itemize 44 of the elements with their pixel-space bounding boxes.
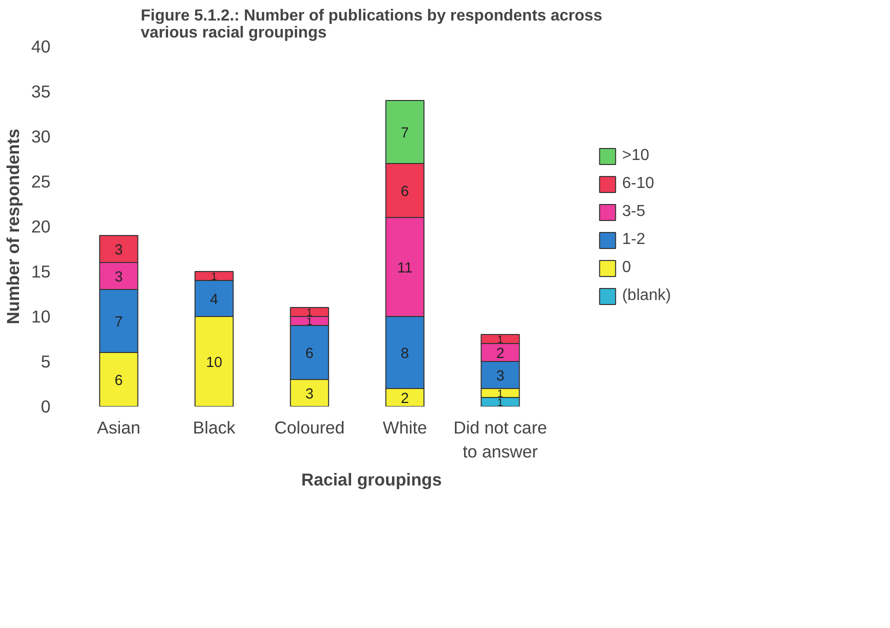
x-axis-title: Racial groupings <box>301 470 442 490</box>
y-axis-title: Number of respondents <box>3 128 24 324</box>
y-tick-label: 0 <box>40 396 51 416</box>
y-tick-label: 35 <box>31 82 51 102</box>
legend-label: 3-5 <box>622 203 646 221</box>
x-tick-label: Coloured <box>274 418 345 438</box>
data-label: 8 <box>400 346 409 362</box>
data-label: 4 <box>210 292 218 308</box>
data-label: 3 <box>114 270 123 286</box>
y-tick-label: 15 <box>31 262 51 282</box>
data-label: 3 <box>496 368 504 384</box>
legend-label: 1-2 <box>622 231 646 249</box>
x-tick-label: Asian <box>97 418 140 438</box>
data-label: 1 <box>497 388 504 400</box>
y-tick-label: 30 <box>31 126 51 146</box>
data-label: 1 <box>497 397 504 409</box>
data-label: 2 <box>400 391 409 407</box>
data-label: 3 <box>305 386 314 402</box>
data-label: 3 <box>114 242 123 258</box>
data-label: 6 <box>305 346 314 362</box>
y-tick-label: 10 <box>31 306 51 326</box>
data-label: 10 <box>206 355 222 371</box>
data-label: 7 <box>114 314 123 330</box>
data-label: 2 <box>496 346 504 362</box>
legend-label: 6-10 <box>622 175 654 193</box>
legend-label: >10 <box>622 147 650 165</box>
y-tick-label: 5 <box>40 352 51 372</box>
legend-label: 0 <box>622 259 632 277</box>
y-tick-label: 25 <box>31 172 51 192</box>
data-label: 11 <box>397 260 412 276</box>
data-label: 6 <box>400 184 409 200</box>
y-tick-label: 40 <box>31 36 51 56</box>
x-tick-label: Black <box>192 418 236 438</box>
y-tick-label: 20 <box>31 216 51 236</box>
data-label: 6 <box>114 373 123 389</box>
chart-title: Figure 5.1.2.: Number of publications by respondents across various racial groupings <box>140 8 602 42</box>
x-tick-label: White <box>382 418 428 438</box>
legend-label: (blank) <box>622 287 671 305</box>
data-label: 1 <box>497 334 504 346</box>
data-label: 1 <box>306 307 313 319</box>
data-label: 1 <box>306 316 313 328</box>
x-tick-label: Did not care to answer <box>454 418 547 462</box>
data-label: 1 <box>211 271 218 283</box>
data-label: 7 <box>400 126 409 142</box>
